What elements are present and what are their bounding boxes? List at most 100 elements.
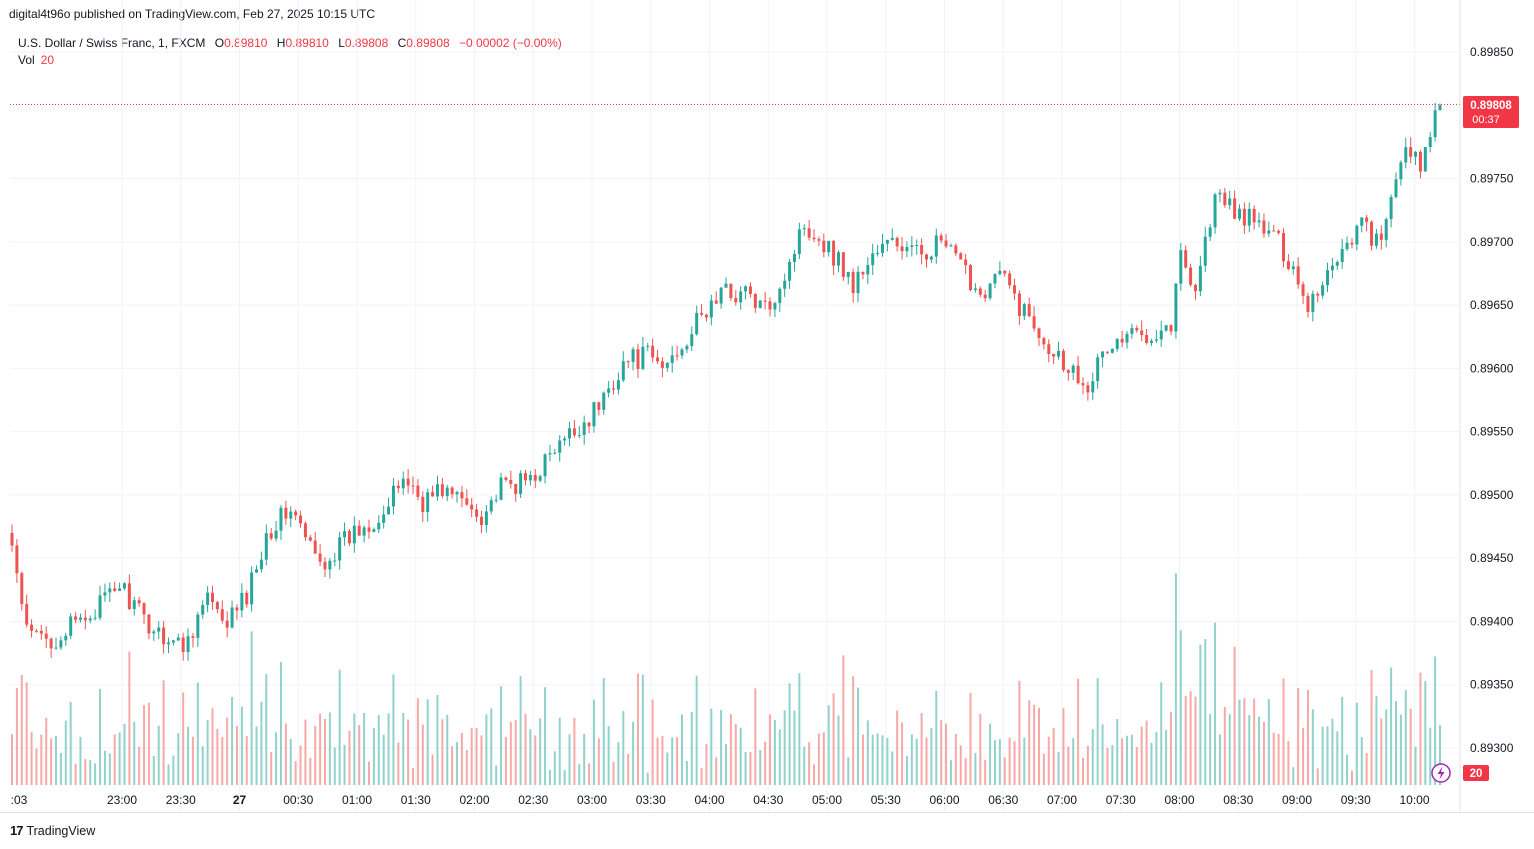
candle-body	[1198, 265, 1202, 292]
volume-bar	[817, 733, 820, 785]
volume-bar	[1243, 698, 1246, 785]
candle-body	[294, 511, 298, 516]
volume-bar	[886, 737, 889, 785]
volume-bar	[372, 728, 375, 785]
volume-bar	[1033, 704, 1036, 785]
candle-body	[98, 595, 102, 618]
volume-bar	[1184, 696, 1187, 785]
candle-body	[465, 498, 469, 505]
volume-bar	[1346, 754, 1349, 785]
candle-body	[1061, 351, 1065, 371]
candle-body	[494, 499, 498, 501]
volume-bar	[715, 757, 718, 785]
volume-bar	[969, 692, 972, 785]
candle-body	[1140, 330, 1144, 335]
volume-bar	[700, 768, 703, 785]
volume-bar	[954, 734, 957, 785]
volume-bar	[548, 769, 551, 785]
candle-body	[333, 560, 337, 562]
candle-body	[533, 475, 537, 481]
candle-body	[773, 303, 777, 310]
volume-bar	[1077, 678, 1080, 785]
candle-body	[1066, 370, 1070, 373]
candle-body	[885, 239, 889, 244]
symbol-title[interactable]: U.S. Dollar / Swiss Franc, 1, FXCM	[18, 36, 206, 50]
candle-body	[259, 559, 263, 570]
volume-bar	[1130, 734, 1133, 785]
lightning-icon[interactable]	[1431, 763, 1451, 783]
candle-body	[1282, 232, 1286, 262]
volume-bar	[666, 752, 669, 785]
volume-badge-text: 20	[1470, 768, 1483, 780]
volume-bar	[661, 735, 664, 785]
volume-bar	[627, 754, 630, 785]
candle-body	[250, 572, 254, 605]
volume-bar	[412, 768, 415, 785]
volume-bar	[1179, 630, 1182, 785]
volume-bar	[40, 734, 43, 785]
volume-bar	[201, 746, 204, 785]
volume-bar	[607, 726, 610, 785]
candle-body	[1306, 295, 1310, 313]
close-label: C	[397, 36, 407, 50]
volume-bar	[1037, 707, 1040, 785]
candle-body	[401, 478, 405, 489]
volume-bar	[1375, 696, 1378, 785]
candle-body	[700, 312, 704, 315]
volume-bar	[1106, 747, 1109, 785]
volume-bar	[857, 687, 860, 785]
candle-body	[1233, 198, 1237, 219]
volume-bar	[1248, 714, 1251, 785]
volume-bar	[504, 736, 507, 785]
candle-body	[1365, 217, 1369, 222]
volume-bar	[45, 717, 48, 785]
volume-bar	[226, 717, 229, 785]
candle-body	[514, 483, 518, 494]
published-caption: digital4t96o published on TradingView.co…	[9, 7, 376, 21]
candle-body	[763, 300, 767, 302]
tradingview-logo[interactable]: 17 TradingView	[10, 823, 95, 838]
time-axis[interactable]: :03 23:00 23:30 27 00:30 01:00 01:30 02:00 02:30…	[11, 793, 1430, 807]
candle-body	[563, 438, 567, 441]
price-axis[interactable]: 0.89850 0.89750 0.89700 0.89650 0.89600 0.895…	[1470, 45, 1514, 755]
last-price-badge-bg	[1463, 96, 1519, 128]
volume-bar	[392, 674, 395, 785]
candle-body	[328, 560, 332, 570]
volume-label[interactable]: Vol	[18, 53, 35, 67]
volume-bar	[304, 719, 307, 785]
volume-bar	[1311, 709, 1314, 785]
volume-bar	[1155, 731, 1158, 785]
volume-bar	[1302, 727, 1305, 785]
candle-body	[137, 600, 141, 604]
candle-body	[387, 506, 391, 515]
candle-body	[934, 235, 938, 257]
candle-body	[1105, 351, 1109, 353]
volume-bar	[465, 750, 468, 785]
candle-body	[1179, 250, 1183, 284]
candle-body	[1086, 385, 1090, 393]
volume-bar	[30, 732, 33, 785]
volume-bar	[118, 732, 121, 785]
time-tick-label: 07:30	[1106, 793, 1136, 807]
volume-bar	[769, 714, 772, 785]
volume-bar	[11, 734, 13, 785]
volume-bar	[690, 712, 693, 785]
volume-bar	[1013, 741, 1016, 785]
volume-bar	[1306, 689, 1309, 785]
tradingview-brand: TradingView	[26, 823, 96, 838]
volume-bar	[143, 705, 146, 785]
volume-bar	[803, 746, 806, 785]
volume-bar	[710, 708, 713, 785]
candle-body	[1330, 265, 1334, 271]
volume-bar	[705, 744, 708, 785]
time-tick-label: 08:30	[1223, 793, 1253, 807]
volume-bar	[524, 713, 527, 785]
volume-bar	[1385, 709, 1388, 785]
candle-body	[724, 283, 728, 288]
volume-bar	[641, 674, 644, 785]
volume-bar	[255, 726, 258, 785]
candle-body	[670, 355, 674, 363]
candle-body	[768, 301, 772, 310]
candle-body	[1027, 304, 1031, 317]
